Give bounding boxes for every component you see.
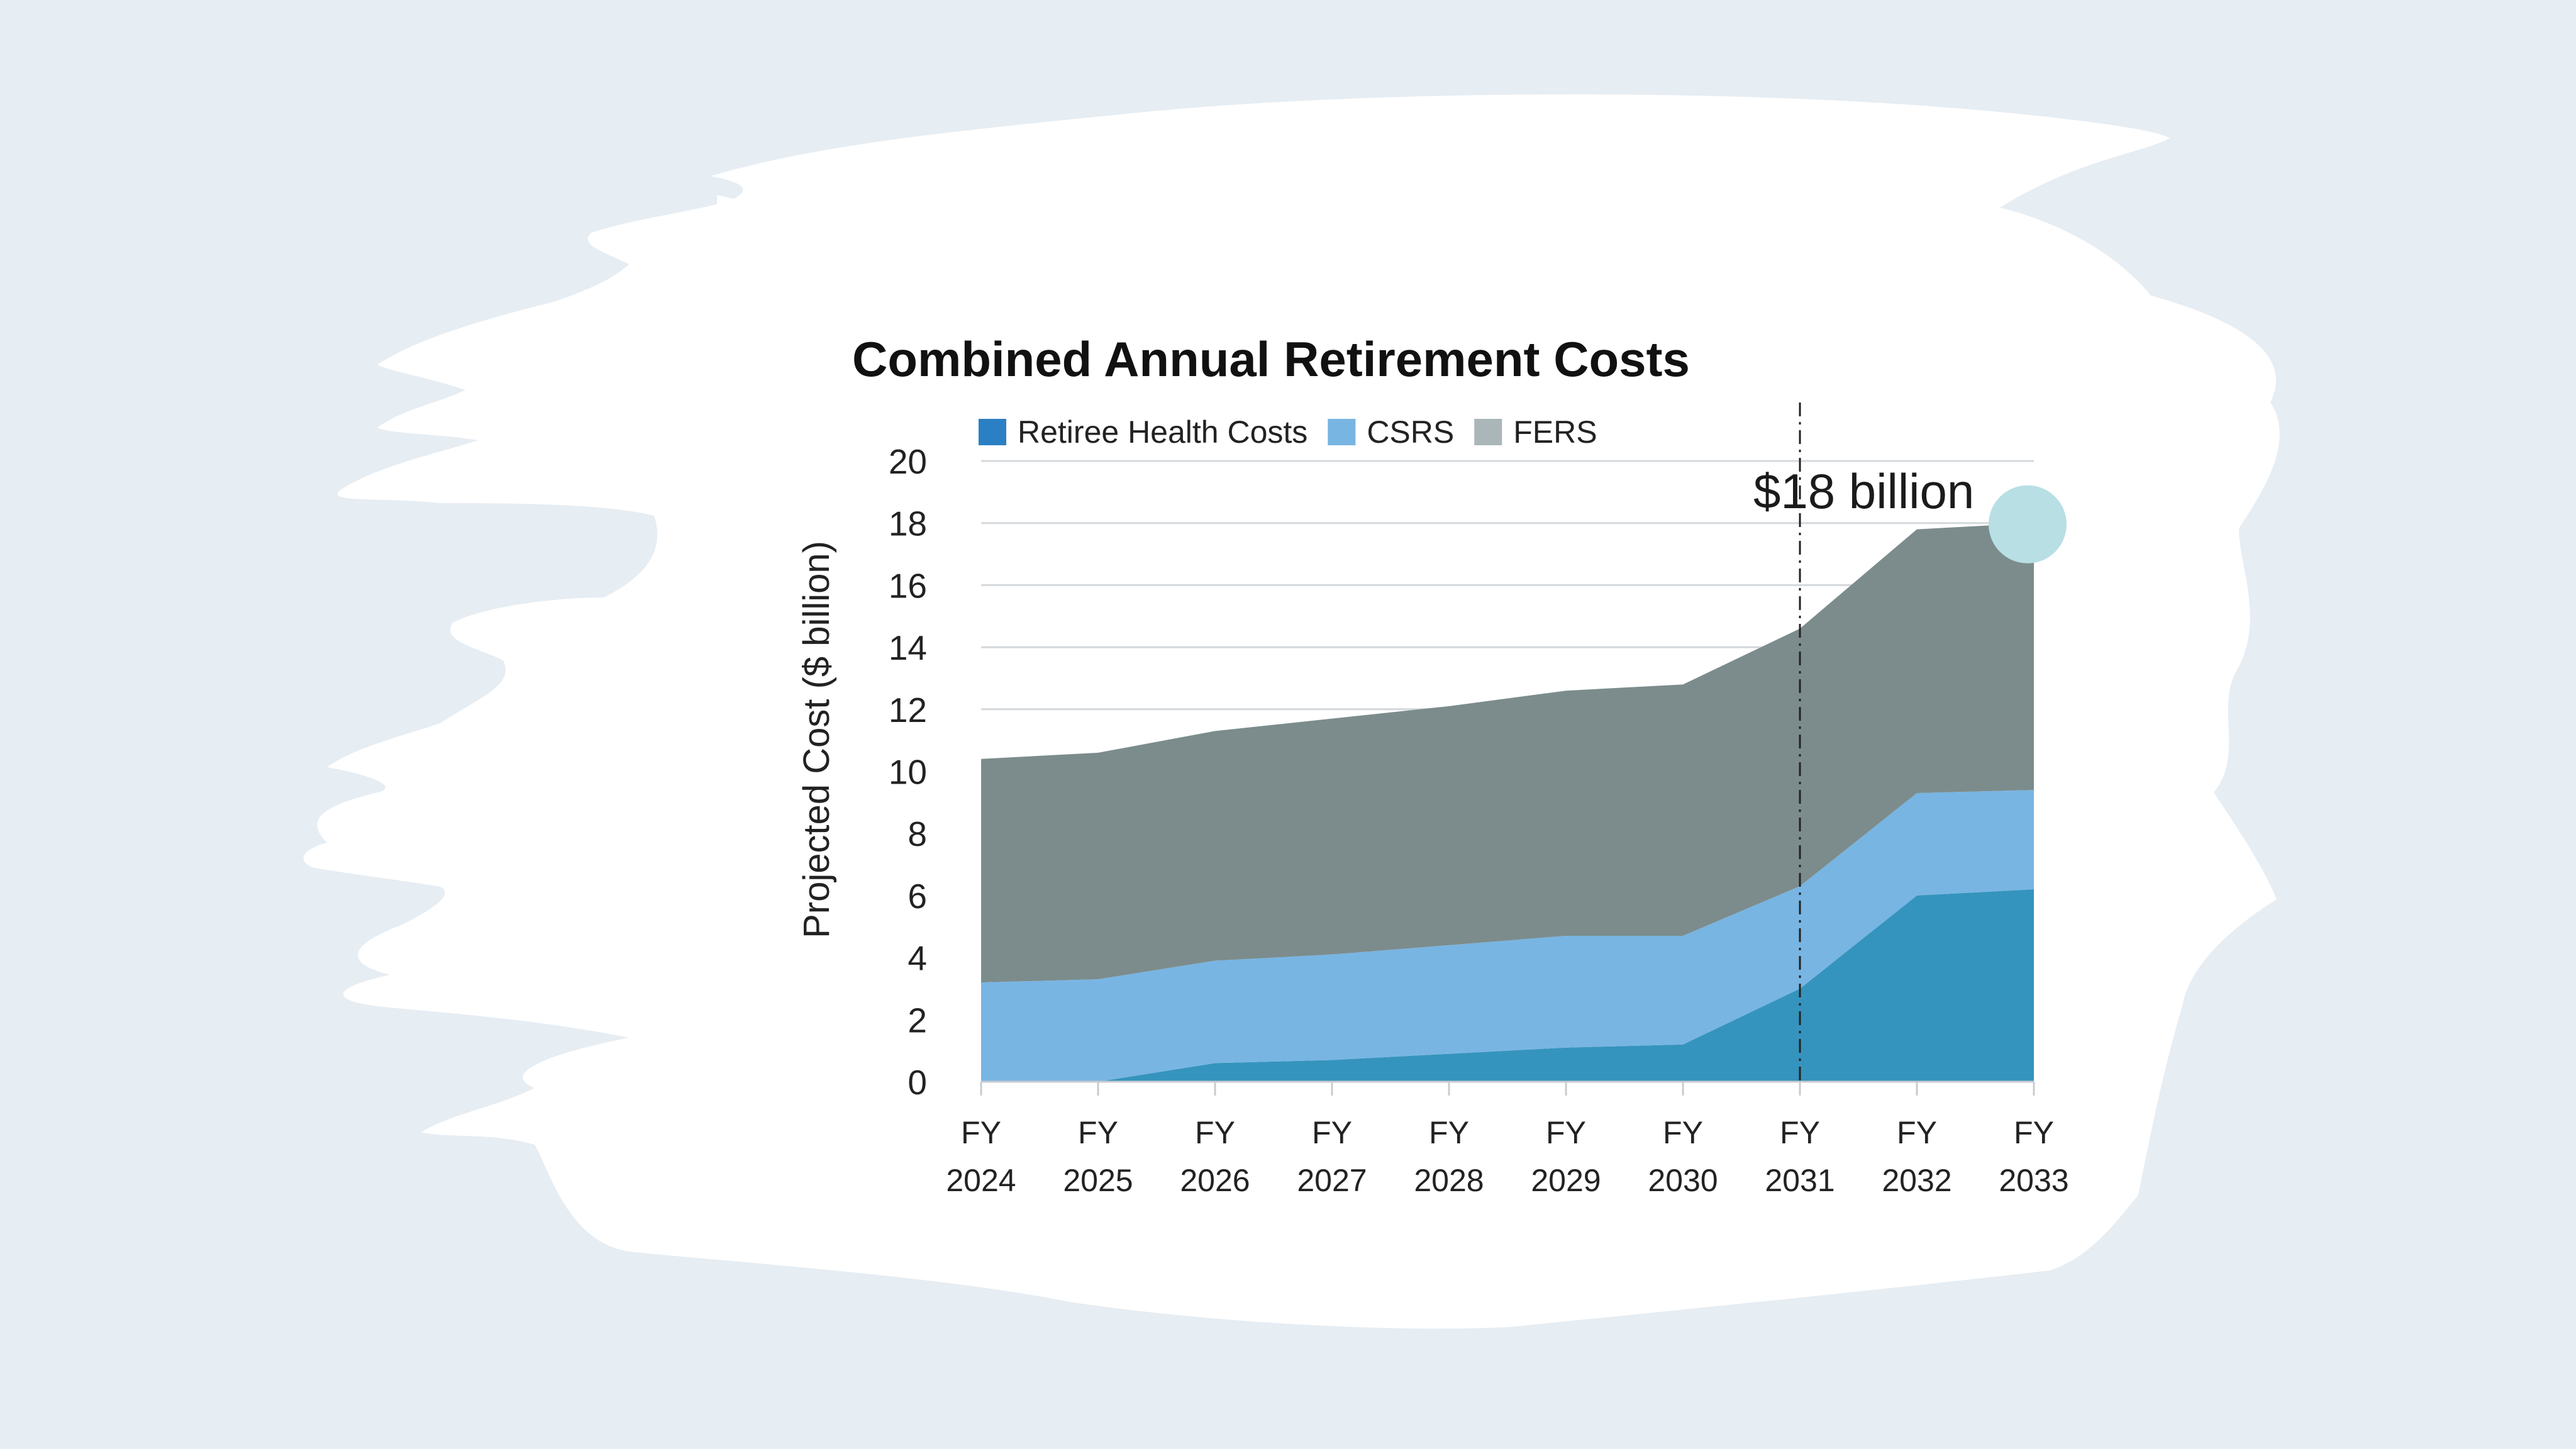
legend-label-1: CSRS (1367, 414, 1454, 450)
y-tick-label-4: 4 (908, 939, 927, 978)
x-tick-label-prefix-0: FY (961, 1115, 1001, 1150)
x-tick-label-year-5: 2029 (1531, 1163, 1601, 1198)
x-tick-label-prefix-9: FY (2014, 1115, 2054, 1150)
y-tick-label-6: 6 (908, 877, 927, 916)
y-tick-label-16: 16 (889, 566, 927, 605)
brush-backdrop-wisp (717, 195, 894, 231)
y-tick-label-0: 0 (908, 1063, 927, 1102)
legend-label-0: Retiree Health Costs (1018, 414, 1307, 450)
legend-swatch-0 (979, 419, 1006, 445)
y-tick-label-14: 14 (889, 628, 927, 667)
series-area-fers (981, 523, 2034, 983)
legend-swatch-2 (1474, 419, 1502, 445)
x-tick-label-prefix-5: FY (1546, 1115, 1586, 1150)
x-tick-label-year-2: 2026 (1180, 1163, 1250, 1198)
x-tick-label-prefix-3: FY (1312, 1115, 1352, 1150)
x-tick-label-year-9: 2033 (1999, 1163, 2068, 1198)
series-area-retiree-health-costs (981, 889, 2034, 1082)
annotation-marker-0 (1989, 485, 2067, 564)
plot-area: 0 2 4 6 8 10 12 14 16 18 20 FY 2024 FY 2025 FY 2026 FY 202… (889, 402, 2069, 1198)
y-tick-label-18: 18 (889, 504, 927, 543)
legend-label-2: FERS (1513, 414, 1597, 450)
x-tick-label-year-0: 2024 (946, 1163, 1016, 1198)
series-area-csrs (981, 790, 2034, 1082)
x-tick-label-year-8: 2032 (1882, 1163, 1951, 1198)
x-tick-label-prefix-6: FY (1663, 1115, 1703, 1150)
y-tick-label-20: 20 (889, 442, 927, 481)
x-tick-label-year-3: 2027 (1297, 1163, 1367, 1198)
annotation-label-0: $18 billion (1753, 464, 1974, 519)
x-tick-label-prefix-7: FY (1780, 1115, 1820, 1150)
y-tick-label-12: 12 (889, 691, 927, 730)
x-tick-label-prefix-8: FY (1897, 1115, 1937, 1150)
y-axis-label: Projected Cost ($ billion) (796, 541, 837, 938)
y-tick-label-8: 8 (908, 814, 927, 853)
y-tick-label-2: 2 (908, 1001, 927, 1040)
chart-title: Combined Annual Retirement Costs (852, 331, 1690, 387)
x-tick-label-prefix-4: FY (1429, 1115, 1469, 1150)
legend-swatch-1 (1328, 419, 1356, 445)
x-tick-label-prefix-2: FY (1195, 1115, 1235, 1150)
x-tick-label-year-4: 2028 (1414, 1163, 1484, 1198)
x-tick-label-year-1: 2025 (1063, 1163, 1133, 1198)
x-tick-label-year-6: 2030 (1648, 1163, 1718, 1198)
x-tick-label-year-7: 2031 (1765, 1163, 1835, 1198)
y-tick-label-10: 10 (889, 753, 927, 792)
x-tick-label-prefix-1: FY (1078, 1115, 1118, 1150)
